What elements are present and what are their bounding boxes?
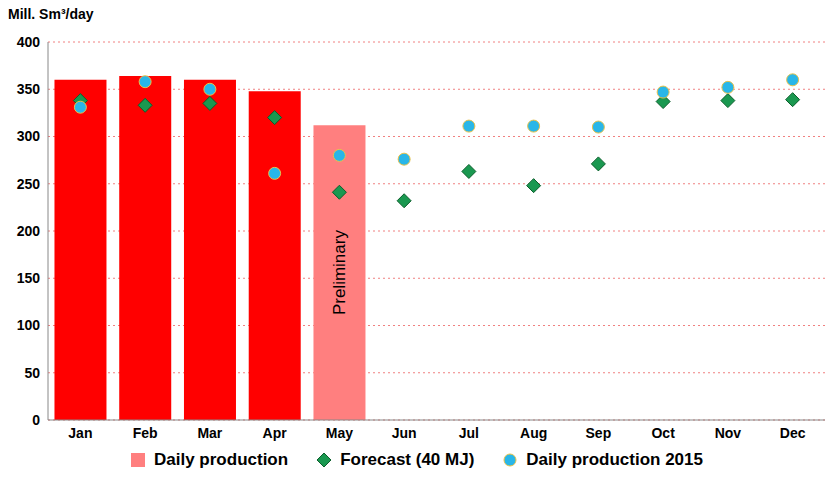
svg-text:Jul: Jul	[459, 425, 479, 441]
svg-text:Jun: Jun	[392, 425, 417, 441]
svg-text:Nov: Nov	[715, 425, 742, 441]
html-text:Mill. Sm³/day: Mill. Sm³/day	[8, 6, 94, 22]
svg-text:Aug: Aug	[520, 425, 547, 441]
svg-text:200: 200	[17, 223, 41, 239]
svg-text:300: 300	[17, 128, 41, 144]
html-text:Forecast (40 MJ): Forecast (40 MJ)	[340, 450, 475, 469]
svg-text:50: 50	[24, 365, 40, 381]
svg-text:250: 250	[17, 176, 41, 192]
svg-text:Dec: Dec	[780, 425, 806, 441]
html-text:Daily production 2015: Daily production 2015	[526, 450, 703, 469]
svg-text:Sep: Sep	[586, 425, 612, 441]
svg-text:0: 0	[32, 412, 40, 428]
svg-text:100: 100	[17, 317, 41, 333]
svg-text:400: 400	[17, 34, 41, 50]
svg-text:Feb: Feb	[133, 425, 158, 441]
svg-text:350: 350	[17, 81, 41, 97]
svg-text:Jan: Jan	[68, 425, 92, 441]
svg-text:May: May	[326, 425, 353, 441]
svg-text:Oct: Oct	[651, 425, 675, 441]
svg-text:Mar: Mar	[197, 425, 222, 441]
svg-text:Apr: Apr	[263, 425, 288, 441]
svg-text:150: 150	[17, 270, 41, 286]
html-text:Daily production: Daily production	[154, 450, 289, 469]
svg-text:Preliminary: Preliminary	[330, 230, 349, 316]
